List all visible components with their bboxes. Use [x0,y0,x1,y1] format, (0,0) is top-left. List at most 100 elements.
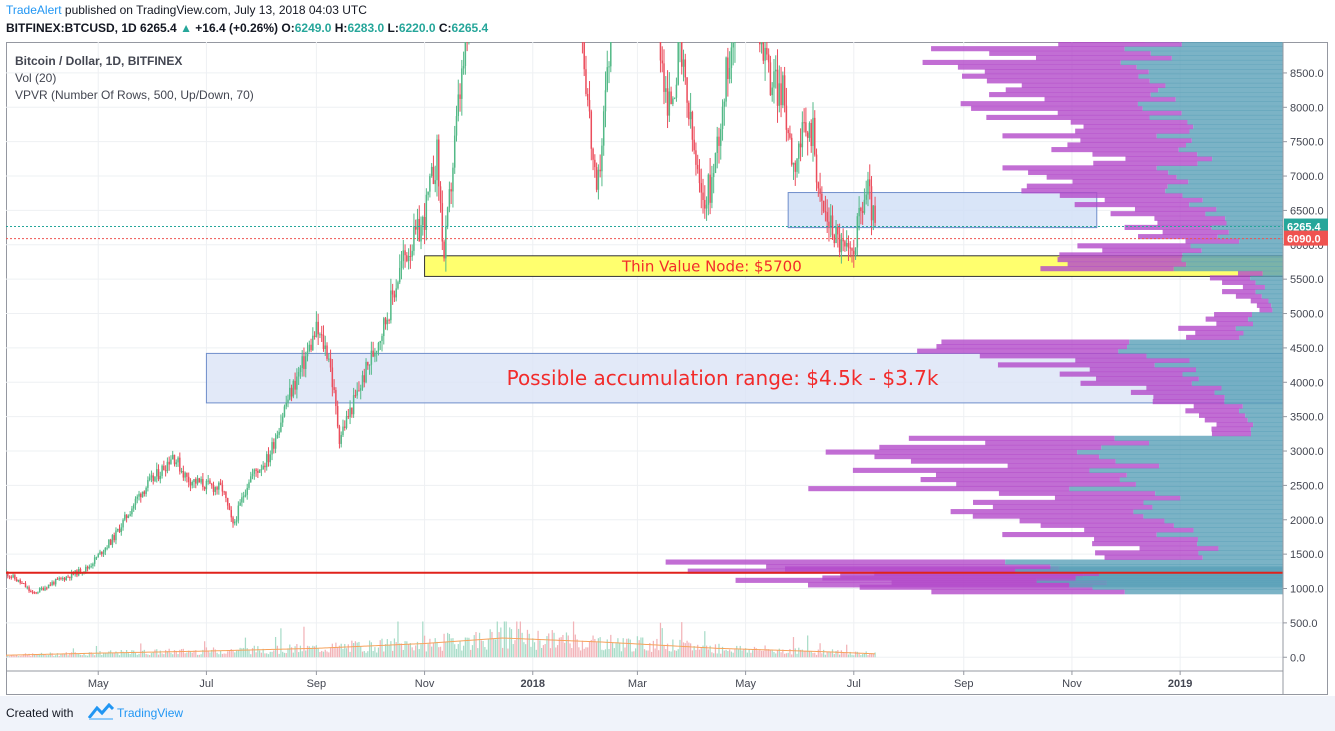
volume-bar [219,650,222,658]
volume-bar [619,643,621,658]
price-tick-label: 7500.0 [1290,137,1324,149]
volume-bar [381,638,383,658]
candle-body [663,63,665,92]
symbol-label: BITFINEX:BTCUSD, 1D [6,21,137,35]
vp-row-up [1197,160,1283,166]
volume-bar [872,653,874,658]
volume-bar [743,649,745,658]
volume-bar [695,649,697,658]
candle-body [393,294,396,298]
volume-bar [633,651,635,658]
candle-body [837,227,839,235]
volume-bar [58,655,60,658]
price-chart[interactable]: Thin Value Node: $5700 Possible accumulat… [6,42,1328,695]
price-tick-label: 8500.0 [1290,68,1324,80]
vp-row-up [1242,403,1283,409]
volume-bar [423,635,426,658]
candle-body [56,578,59,580]
vp-row-down [766,564,1051,570]
candle-body [375,351,378,353]
tradingview-link[interactable]: TradingView [117,706,184,720]
vp-row-down [1040,266,1174,272]
candle-body [840,239,843,253]
candle-body [688,102,690,120]
vp-row-down [1209,275,1251,281]
volume-bar [768,649,770,658]
volume-bar [14,655,16,658]
volume-bar [40,652,43,658]
volume-bar [755,648,757,658]
candle-body [104,547,107,552]
candle-body [234,521,236,524]
volume-bar [26,654,28,658]
price-axis: 8500.08000.07500.07000.06500.06000.05500… [1282,42,1328,695]
volume-ma-line [6,637,876,656]
candle-body [381,336,383,342]
vp-row-up [1149,114,1283,120]
candle-body [395,288,397,298]
accumulation-range-label: Possible accumulation range: $4.5k - $3.… [507,366,939,390]
candle-body [170,459,172,465]
candle-body [789,133,791,138]
candle-body [810,123,812,147]
volume-bar [505,621,507,658]
candle-body [118,528,121,533]
volume-bar [340,643,342,658]
low-label: L: [387,21,399,35]
price-label-badge [1284,230,1328,246]
volume-bar [255,652,257,658]
volume-bar [525,644,527,658]
volume-bar [592,635,594,658]
volume-bar [235,650,238,658]
vp-row-down [1154,215,1226,221]
vp-row-up [1198,550,1283,556]
candle-body [819,188,821,194]
candle-body [315,321,318,337]
volume-bar [141,650,144,658]
volume-bar [771,649,773,658]
volume-bar [106,653,108,658]
candle-body [720,129,722,146]
volume-bar [90,652,92,658]
vp-row-up [1152,504,1283,510]
volume-bar [335,642,337,658]
vp-row-up [1156,532,1283,538]
volume-bar [594,638,596,658]
vp-row-down [1242,284,1265,290]
candle-body [125,514,128,518]
volume-bar [283,652,286,658]
volume-bar [23,654,25,658]
vp-row-up [1143,499,1283,505]
volume-bar [294,646,296,658]
volume-bar [799,649,802,658]
volume-bar [844,652,846,658]
vp-row-up [1075,575,1283,581]
volume-bar [666,643,669,658]
vp-row-down [986,78,1150,84]
vp-row-up [1247,417,1283,423]
volume-bar [413,650,415,658]
candle-body [730,47,733,68]
vp-row-down [1130,389,1215,395]
candle-body [418,218,421,242]
volume-bar [416,641,419,658]
volume-bar [436,641,438,658]
vp-row-down [941,339,1130,345]
candle-body [796,158,798,172]
price-tick-label: 8000.0 [1290,102,1324,114]
candle-body [101,551,103,555]
candle-body [835,227,837,244]
volume-bar [603,650,605,658]
volume-bar [812,652,814,658]
candle-body [457,94,460,117]
candle-body [132,504,135,509]
candle-body [815,154,818,183]
volume-bar [792,637,795,658]
candle-body [425,194,428,230]
candle-body [258,469,261,473]
author-link[interactable]: TradeAlert [6,3,62,17]
candle-body [438,139,440,187]
vp-row-down [1095,550,1199,556]
candle-body [113,535,115,541]
volume-bar [292,652,294,658]
